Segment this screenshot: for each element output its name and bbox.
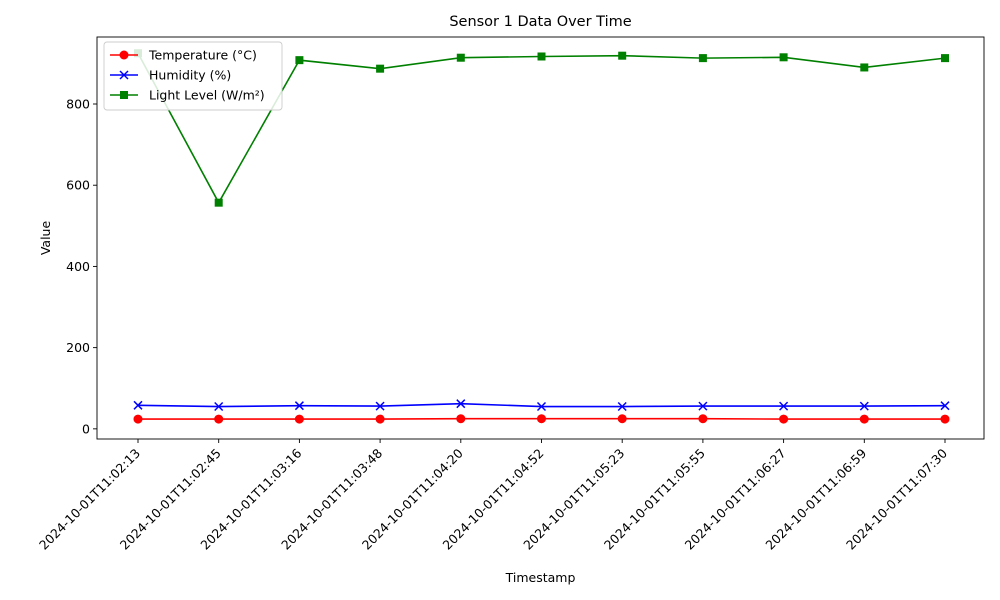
data-point — [617, 401, 627, 412]
data-point — [456, 399, 466, 409]
series-1 — [133, 399, 950, 412]
data-point — [941, 54, 949, 63]
legend-marker — [119, 70, 129, 80]
legend-marker — [119, 50, 129, 60]
y-tick-label: 400 — [66, 259, 90, 274]
data-point — [537, 52, 546, 61]
data-point — [940, 414, 950, 424]
y-tick-label: 0 — [82, 421, 90, 436]
legend-marker — [120, 91, 128, 99]
data-point — [133, 400, 143, 410]
data-point — [294, 401, 304, 411]
data-point — [698, 401, 708, 411]
y-tick-label: 200 — [66, 340, 90, 355]
data-point — [617, 414, 627, 424]
series-layer — [133, 49, 950, 424]
data-point — [536, 401, 547, 412]
data-point — [859, 401, 869, 411]
legend-label: Temperature (°C) — [148, 48, 257, 63]
data-point — [133, 414, 143, 424]
data-point — [618, 51, 627, 60]
data-point — [779, 401, 789, 411]
data-point — [940, 401, 950, 411]
data-point — [698, 54, 707, 63]
data-point — [859, 414, 869, 424]
legend-box — [103, 41, 283, 111]
legend-item: Humidity (%) — [110, 68, 231, 83]
x-axis-label: Timestamp — [505, 570, 576, 585]
chart-title: Sensor 1 Data Over Time — [449, 14, 631, 30]
y-tick-label: 800 — [66, 97, 90, 112]
data-point — [456, 414, 466, 424]
plot-frame — [96, 36, 985, 440]
legend-item: Light Level (W/m²) — [110, 88, 265, 103]
data-point — [295, 56, 304, 65]
data-point — [376, 64, 385, 73]
data-point — [779, 414, 789, 424]
data-point — [456, 53, 465, 62]
data-point — [214, 401, 224, 412]
data-point — [779, 53, 788, 62]
data-point — [698, 414, 708, 424]
series-0 — [133, 414, 950, 424]
y-tick-label: 600 — [66, 178, 90, 193]
data-point — [214, 414, 224, 424]
data-point — [294, 414, 304, 424]
data-point — [214, 198, 223, 207]
data-point — [860, 63, 869, 72]
data-point — [375, 414, 385, 424]
legend-item: Temperature (°C) — [110, 48, 257, 63]
legend-label: Light Level (W/m²) — [149, 88, 265, 103]
legend-label: Humidity (%) — [149, 68, 231, 83]
data-point — [537, 414, 546, 424]
y-axis-label: Value — [38, 221, 53, 256]
data-point — [375, 401, 385, 411]
legend: Temperature (°C) Humidity (%) Light Level … — [103, 41, 283, 111]
